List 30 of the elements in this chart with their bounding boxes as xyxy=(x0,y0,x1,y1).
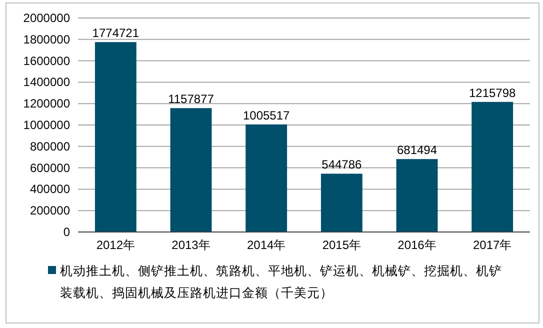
bar xyxy=(170,108,212,232)
y-tick-label: 1400000 xyxy=(23,75,70,90)
legend: 机动推土机、侧铲推土机、筑路机、平地机、铲运机、机械铲、挖掘机、机铲装载机、捣固机械及压路机进口金额（千美元） xyxy=(48,264,502,300)
y-tick-label: 400000 xyxy=(30,182,70,196)
data-label: 1157877 xyxy=(168,92,214,106)
bar xyxy=(472,102,514,232)
bar xyxy=(320,174,362,232)
y-tick-label: 200000 xyxy=(30,204,70,218)
y-tick-label: 1000000 xyxy=(23,118,70,132)
y-tick-label: 0 xyxy=(63,225,70,239)
data-label: 544786 xyxy=(322,158,362,172)
bar xyxy=(246,124,288,232)
y-tick-label: 1800000 xyxy=(23,32,70,46)
x-tick-label: 2017年 xyxy=(472,238,512,252)
x-tick-label: 2012年 xyxy=(96,238,136,252)
data-label: 1215798 xyxy=(468,86,516,100)
y-tick-label: 1600000 xyxy=(23,54,70,68)
data-label: 681494 xyxy=(396,143,438,158)
x-tick-label: 2014年 xyxy=(246,238,286,252)
x-tick-label: 2013年 xyxy=(172,238,210,252)
y-tick-label: 800000 xyxy=(30,139,70,154)
bar xyxy=(94,42,136,232)
y-tick-label: 600000 xyxy=(30,160,70,175)
y-tick-label: 2000000 xyxy=(23,11,70,25)
x-tick-label: 2016年 xyxy=(398,238,436,252)
y-tick-label: 1200000 xyxy=(23,96,70,111)
data-label: 1005517 xyxy=(242,108,290,122)
bar xyxy=(396,159,438,232)
x-tick-label: 2015年 xyxy=(322,238,362,252)
data-label: 1774721 xyxy=(92,26,140,40)
